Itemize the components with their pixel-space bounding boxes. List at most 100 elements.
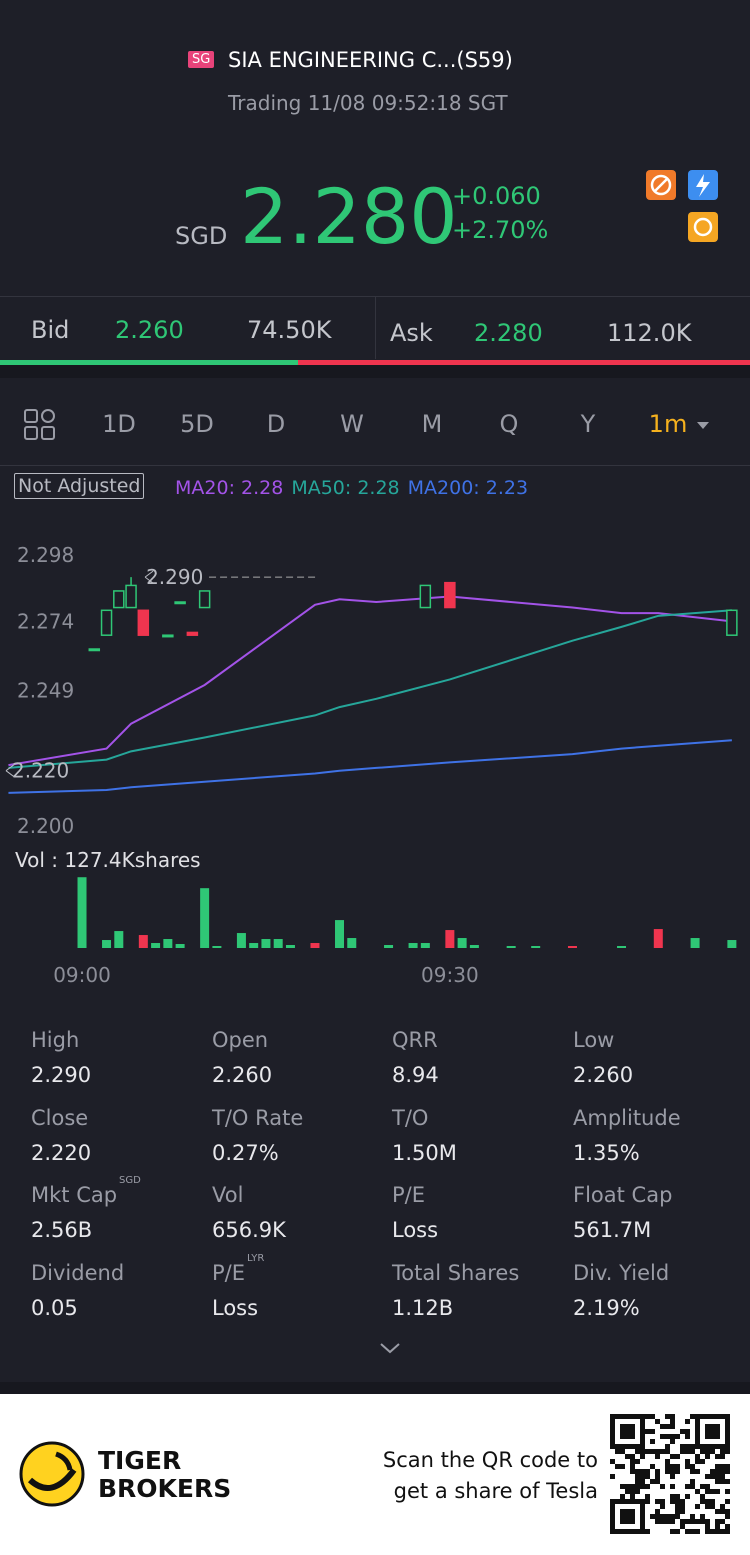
qr-cell [645, 1429, 650, 1434]
qr-cell [670, 1474, 675, 1479]
qr-cell [650, 1414, 655, 1419]
prev-close-label: 2.220 [12, 759, 69, 783]
qr-cell [720, 1454, 725, 1459]
qr-cell [670, 1484, 675, 1489]
stat-label: Mkt Cap [31, 1183, 118, 1207]
qr-cell [670, 1424, 675, 1429]
qr-cell [685, 1429, 690, 1434]
qr-cell [705, 1449, 710, 1454]
qr-cell [695, 1469, 700, 1474]
badges [646, 170, 718, 242]
qr-cell [670, 1439, 675, 1444]
tab[interactable]: 1D [102, 410, 136, 438]
volume-bar [261, 939, 271, 948]
y-tick-label: 2.200 [17, 814, 74, 838]
qr-cell [655, 1469, 660, 1474]
qr-cell [705, 1454, 710, 1459]
stat-value: 2.260 [212, 1063, 273, 1087]
candle-body [100, 609, 113, 636]
qr-cell [680, 1504, 685, 1509]
high-label: 2.290 [146, 565, 203, 589]
volume-bar [727, 940, 737, 948]
stat-label: Dividend [31, 1260, 125, 1285]
qr-cell [630, 1494, 635, 1499]
qr-cell [690, 1529, 695, 1534]
tab[interactable]: D [266, 410, 286, 438]
tab[interactable]: W [340, 410, 364, 438]
tab[interactable]: Q [499, 410, 519, 438]
stat-label: Vol [212, 1183, 244, 1207]
qr-cell [700, 1519, 705, 1524]
qr-cell [635, 1449, 640, 1454]
volume-bar [249, 943, 259, 948]
qr-cell [715, 1474, 720, 1479]
tab[interactable]: 1m [648, 410, 688, 438]
qr-cell [615, 1464, 620, 1469]
qr-cell [715, 1524, 720, 1529]
qr-cell [720, 1469, 725, 1474]
layout-icon[interactable] [24, 409, 56, 441]
logo [19, 1441, 85, 1507]
candle-body [113, 590, 125, 609]
qr-cell [645, 1414, 650, 1419]
qr-cell [720, 1464, 725, 1469]
volume-bar [567, 946, 577, 948]
volume-bar [445, 930, 455, 948]
qr-cell [705, 1484, 710, 1489]
stat-label: Float Cap [573, 1183, 673, 1207]
tab[interactable]: M [421, 410, 443, 438]
qr-cell [720, 1504, 725, 1509]
qr-cell [700, 1484, 705, 1489]
qr-finder [620, 1424, 635, 1439]
ask-label: Ask [390, 319, 433, 347]
volume-bar [273, 939, 283, 948]
qr-cell [690, 1479, 695, 1484]
qr-cell [685, 1419, 690, 1424]
qr-cell [705, 1499, 710, 1504]
qr-finder [610, 1499, 645, 1534]
qr-cell [650, 1439, 655, 1444]
qr-cell [665, 1424, 670, 1429]
volume-bar [102, 940, 112, 948]
stat-value: 2.260 [573, 1063, 634, 1087]
stat-label: QRR [392, 1028, 438, 1052]
bid-label: Bid [31, 316, 70, 344]
qr-cell [645, 1469, 650, 1474]
qr-cell [635, 1484, 640, 1489]
stat-value: Loss [392, 1218, 439, 1242]
qr-cell [705, 1524, 710, 1529]
legend-entry: MA200: 2.23 [407, 477, 529, 499]
qr-cell [715, 1479, 720, 1484]
qr-cell [690, 1464, 695, 1469]
qr-cell [660, 1519, 665, 1524]
qr-cell [665, 1514, 670, 1519]
qr-cell [660, 1504, 665, 1509]
qr-cell [710, 1474, 715, 1479]
volume-bar [384, 945, 394, 948]
qr-cell [710, 1469, 715, 1474]
expand-icon[interactable] [378, 1340, 402, 1356]
qr-cell [635, 1469, 640, 1474]
qr-cell [655, 1474, 660, 1479]
qr-cell [710, 1529, 715, 1534]
qr-cell [625, 1454, 630, 1459]
qr-cell [655, 1419, 660, 1424]
brand: BROKERS [98, 1474, 232, 1503]
qr-cell [725, 1499, 730, 1504]
qr-cell [680, 1524, 685, 1529]
qr-cell [695, 1529, 700, 1534]
tab[interactable]: Y [580, 410, 596, 438]
qr-cell [725, 1524, 730, 1529]
qr-cell [715, 1529, 720, 1534]
stat-value: 2.56B [31, 1218, 93, 1242]
qr-cell [645, 1499, 650, 1504]
qr-cell [675, 1514, 680, 1519]
qr-cell [720, 1474, 725, 1479]
stat-sup: SGD [119, 1175, 141, 1186]
adjust-toggle[interactable]: Not Adjusted [14, 473, 145, 499]
bid-bar [0, 360, 298, 365]
stat-value: 1.12B [392, 1295, 454, 1320]
qr-finder [705, 1424, 720, 1439]
qr-cell [660, 1424, 665, 1429]
tab[interactable]: 5D [180, 410, 214, 438]
